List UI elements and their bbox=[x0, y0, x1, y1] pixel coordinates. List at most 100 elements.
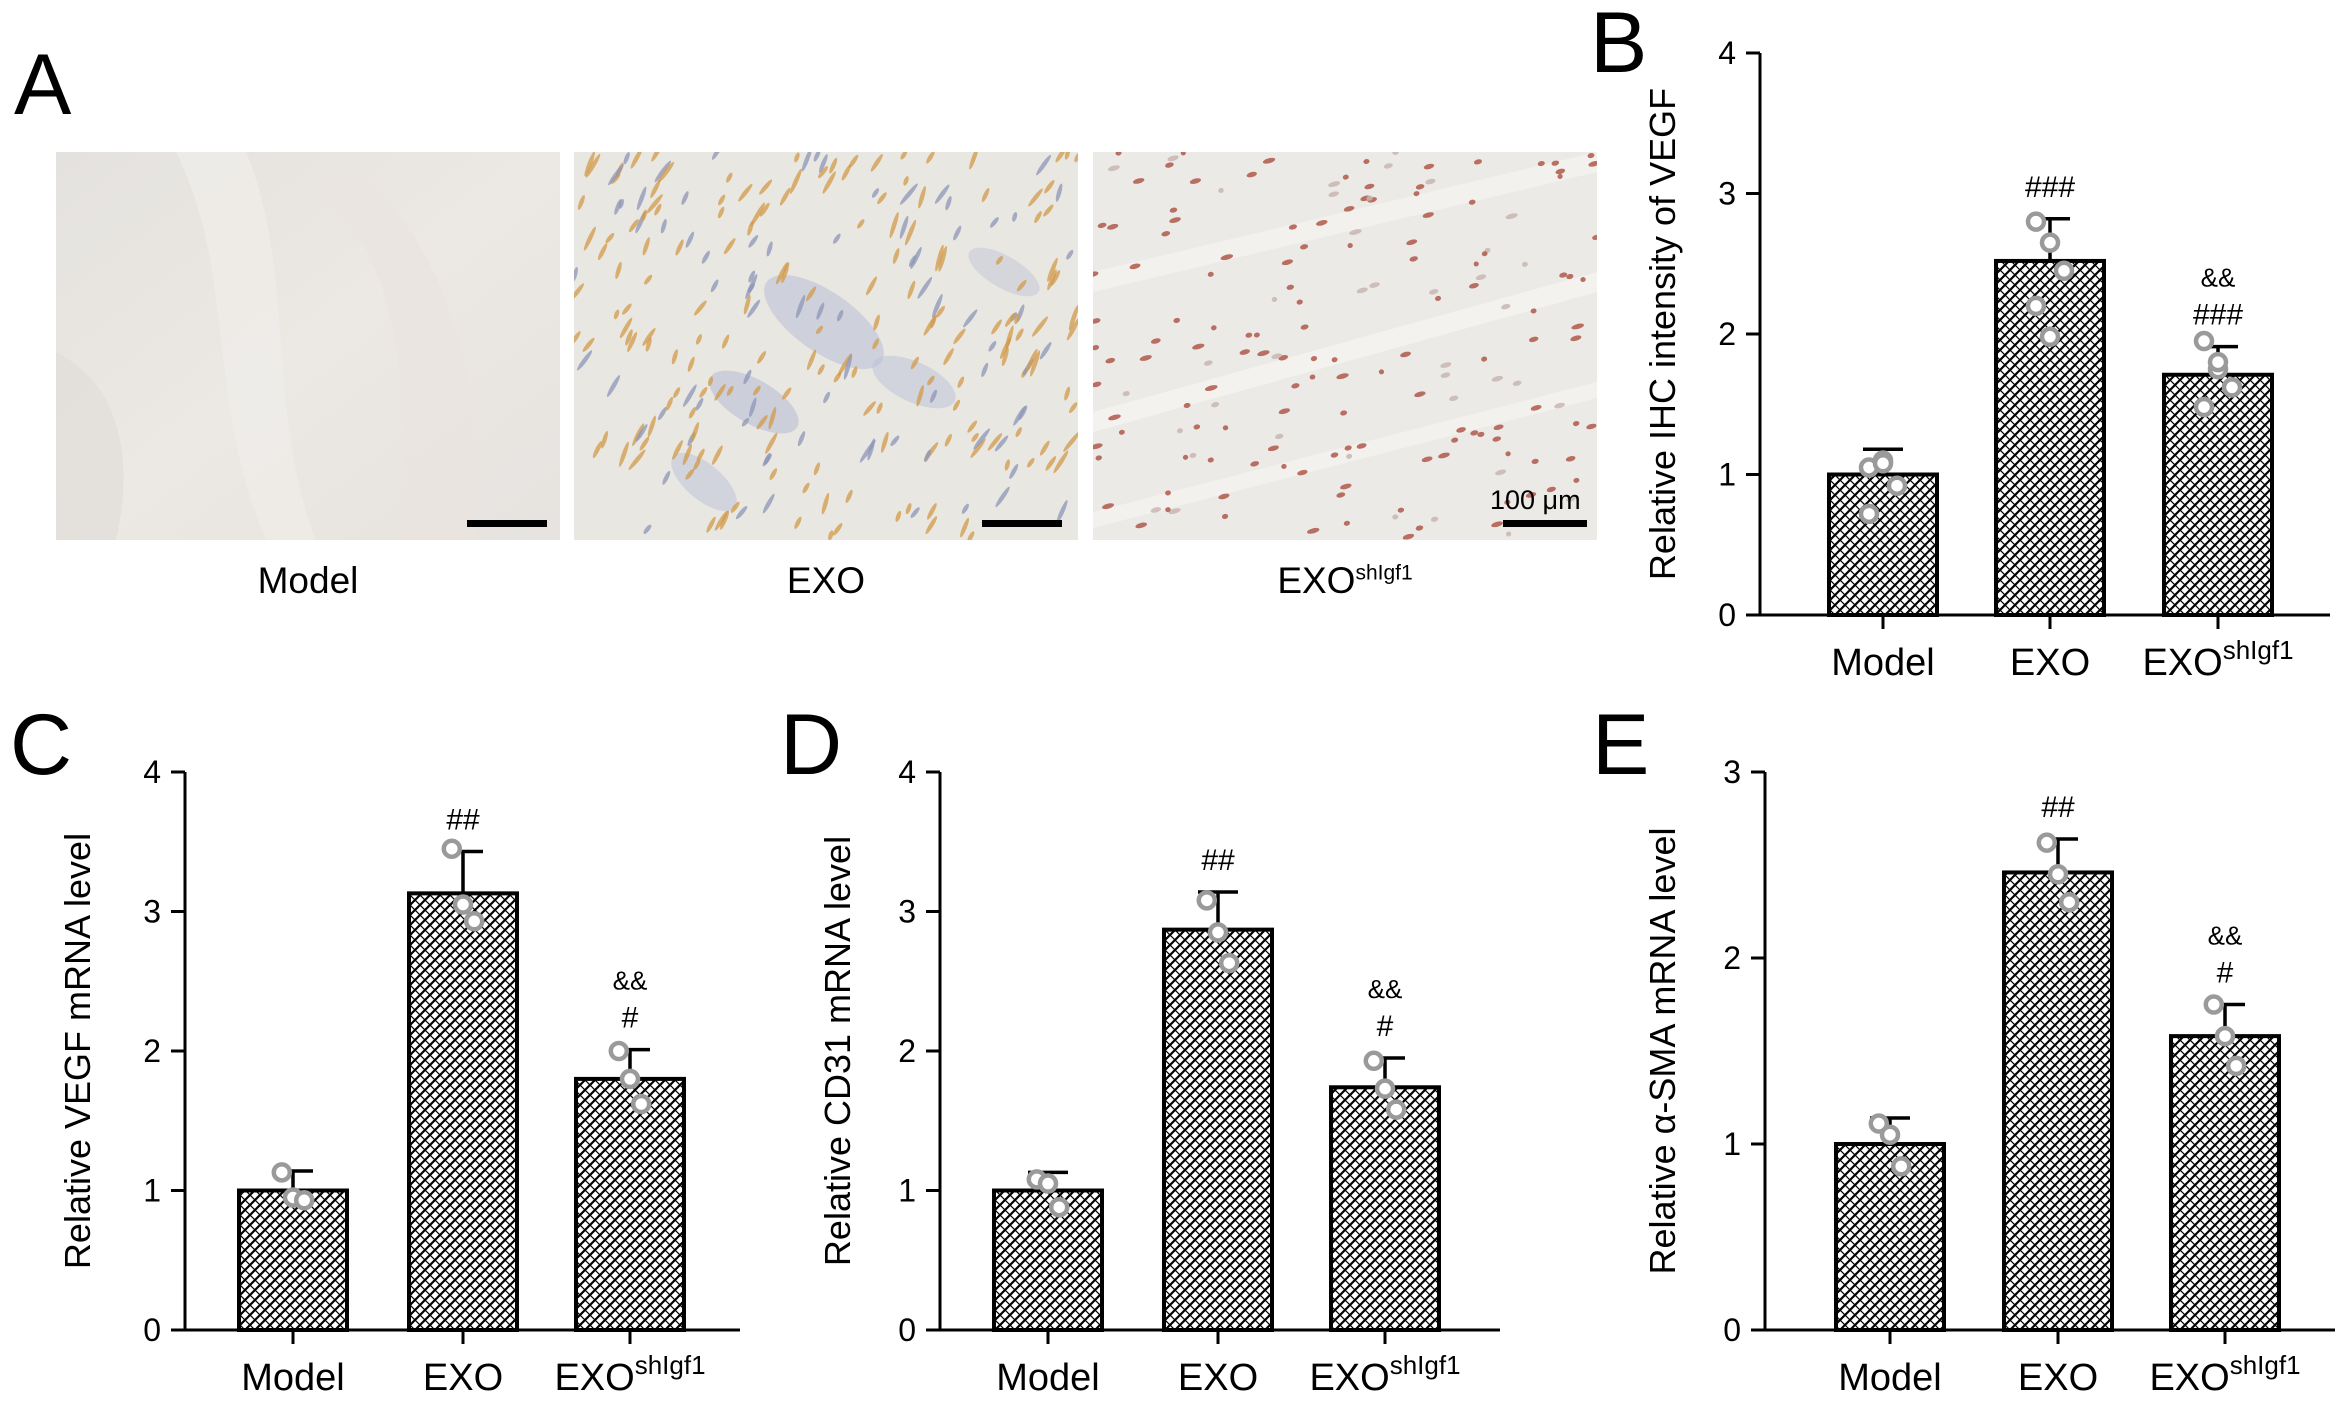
stain-mark bbox=[1183, 402, 1191, 409]
stain-mark bbox=[1005, 325, 1014, 350]
micrograph-label-model: Model bbox=[257, 560, 359, 601]
stain-mark bbox=[608, 164, 624, 186]
stain-mark bbox=[1456, 427, 1466, 433]
stain-mark bbox=[1397, 507, 1405, 513]
stain-mark bbox=[1053, 450, 1069, 474]
x-tick-label: EXOshIgf1 bbox=[1309, 1350, 1460, 1399]
stain-mark bbox=[1473, 261, 1479, 267]
stain-mark bbox=[1296, 299, 1303, 305]
stain-mark bbox=[1207, 271, 1214, 277]
stain-mark bbox=[832, 523, 843, 536]
stain-mark bbox=[1257, 350, 1270, 357]
stain-mark bbox=[693, 458, 701, 470]
data-point bbox=[2058, 891, 2080, 913]
stain-mark bbox=[683, 384, 697, 407]
data-point bbox=[1385, 1099, 1407, 1120]
stain-mark bbox=[806, 349, 817, 371]
stain-mark bbox=[720, 510, 730, 530]
bar bbox=[237, 1188, 349, 1332]
stain-mark bbox=[574, 331, 581, 345]
stain-mark bbox=[673, 387, 681, 399]
stain-mark bbox=[876, 402, 883, 414]
stain-mark bbox=[597, 243, 608, 261]
x-tick-label: EXOshIgf1 bbox=[2149, 1350, 2300, 1399]
stain-mark bbox=[714, 383, 726, 401]
data-point bbox=[441, 838, 463, 859]
stain-mark bbox=[615, 261, 622, 280]
stain-mark bbox=[989, 217, 999, 228]
stain-mark bbox=[726, 385, 734, 396]
stain-mark bbox=[1030, 350, 1041, 377]
stain-mark bbox=[890, 435, 900, 447]
stain-mark bbox=[1063, 431, 1078, 452]
stain-mark bbox=[813, 462, 821, 476]
stain-mark bbox=[666, 396, 673, 411]
stain-mark bbox=[1012, 211, 1018, 222]
stain-mark bbox=[625, 329, 633, 346]
stain-mark bbox=[1566, 273, 1574, 280]
micrograph-label-exo: EXO bbox=[786, 560, 866, 601]
stain-mark bbox=[619, 317, 633, 339]
stain-mark bbox=[1421, 456, 1433, 463]
stain-mark bbox=[1451, 437, 1459, 443]
stain-mark bbox=[1101, 503, 1115, 510]
significance-label: # bbox=[2217, 957, 2234, 990]
stain-mark bbox=[953, 225, 962, 241]
significance-label: # bbox=[622, 1002, 639, 1035]
stain-mark bbox=[1340, 483, 1352, 490]
stain-mark bbox=[994, 435, 1009, 452]
stain-mark bbox=[1013, 405, 1026, 426]
stain-mark bbox=[1505, 451, 1511, 457]
data-point bbox=[1858, 503, 1880, 525]
stain-mark bbox=[701, 250, 710, 264]
stain-mark bbox=[969, 152, 979, 170]
stain-mark bbox=[613, 309, 620, 320]
y-tick-label: 4 bbox=[898, 754, 916, 790]
stain-mark bbox=[961, 503, 969, 514]
stain-mark bbox=[837, 309, 844, 322]
stain-mark bbox=[1097, 222, 1107, 229]
stain-mark bbox=[757, 351, 767, 364]
stain-mark bbox=[833, 371, 842, 383]
stain-mark bbox=[1034, 211, 1042, 223]
stain-mark bbox=[636, 186, 647, 211]
stain-mark bbox=[1182, 454, 1189, 460]
significance-label: ## bbox=[1201, 844, 1235, 877]
stain-mark bbox=[905, 503, 912, 515]
stain-mark bbox=[630, 152, 643, 169]
stain-mark bbox=[801, 152, 812, 172]
significance-label: && bbox=[613, 966, 648, 996]
stain-mark bbox=[1180, 152, 1186, 156]
stain-mark bbox=[925, 516, 938, 535]
stain-mark bbox=[1413, 191, 1420, 197]
stain-mark bbox=[1001, 347, 1009, 367]
stain-mark bbox=[687, 356, 695, 372]
stain-mark bbox=[932, 293, 943, 318]
stain-mark bbox=[981, 362, 989, 378]
stain-mark bbox=[970, 438, 986, 458]
significance-label: ### bbox=[2193, 299, 2243, 332]
stain-mark bbox=[1004, 459, 1010, 471]
stain-mark bbox=[657, 406, 667, 421]
significance-label: # bbox=[1377, 1010, 1394, 1043]
stain-mark bbox=[745, 273, 758, 300]
data-point bbox=[2221, 377, 2243, 398]
stain-mark bbox=[1566, 496, 1576, 502]
stain-mark bbox=[1165, 490, 1171, 496]
bar bbox=[574, 1076, 686, 1332]
bar bbox=[2162, 372, 2274, 617]
y-tick-label: 2 bbox=[143, 1033, 161, 1069]
stain-mark bbox=[682, 444, 692, 466]
stain-mark bbox=[1150, 507, 1162, 513]
stain-mark bbox=[1177, 428, 1183, 434]
stain-mark bbox=[818, 166, 828, 179]
stain-mark bbox=[1310, 356, 1318, 362]
stain-mark bbox=[782, 387, 792, 400]
x-tick-label: EXO bbox=[2018, 1357, 2098, 1399]
stain-mark bbox=[1055, 183, 1063, 202]
stain-mark bbox=[1468, 199, 1476, 205]
y-tick-label: 2 bbox=[1723, 940, 1741, 976]
stain-mark bbox=[1015, 427, 1022, 437]
stain-mark bbox=[1366, 195, 1373, 201]
stain-mark bbox=[1139, 355, 1152, 361]
